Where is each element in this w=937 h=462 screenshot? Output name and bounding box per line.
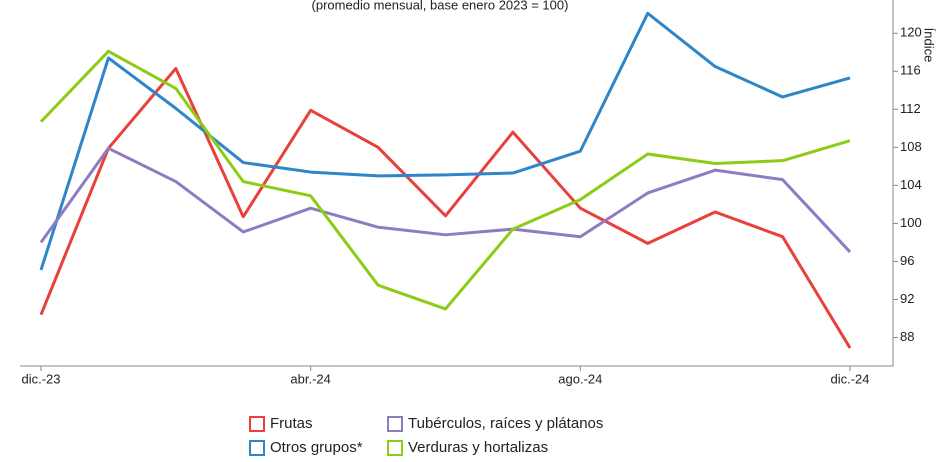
y-tick-label: 120 (900, 25, 922, 40)
x-tick-label: ago.-24 (558, 371, 602, 386)
y-tick-label: 96 (900, 253, 914, 268)
y-tick-label: 104 (900, 177, 922, 192)
x-tick-label: dic.-23 (21, 371, 60, 386)
legend-swatch (387, 440, 403, 456)
y-tick-label: 112 (900, 101, 921, 116)
legend-label: Verduras y hortalizas (408, 439, 548, 456)
series-line (39, 66, 852, 349)
series-line (39, 146, 852, 253)
legend-label: Frutas (270, 415, 313, 432)
y-axis-label: Índice (922, 28, 937, 63)
y-tick-label: 108 (900, 139, 922, 154)
series-line (39, 49, 851, 311)
x-tick-label: abr.-24 (290, 371, 330, 386)
legend-label: Tubérculos, raíces y plátanos (408, 415, 603, 432)
series-line (39, 11, 851, 271)
y-tick-label: 92 (900, 291, 914, 306)
y-tick-label: 100 (900, 215, 922, 230)
chart-subtitle: (promedio mensual, base enero 2023 = 100… (312, 0, 569, 12)
y-tick-label: 88 (900, 329, 914, 344)
legend-swatch (249, 440, 265, 456)
legend-swatch (387, 416, 403, 432)
legend-swatch (249, 416, 265, 432)
x-tick-label: dic.-24 (830, 371, 869, 386)
y-tick-label: 116 (900, 63, 921, 78)
legend-label: Otros grupos* (270, 439, 363, 456)
